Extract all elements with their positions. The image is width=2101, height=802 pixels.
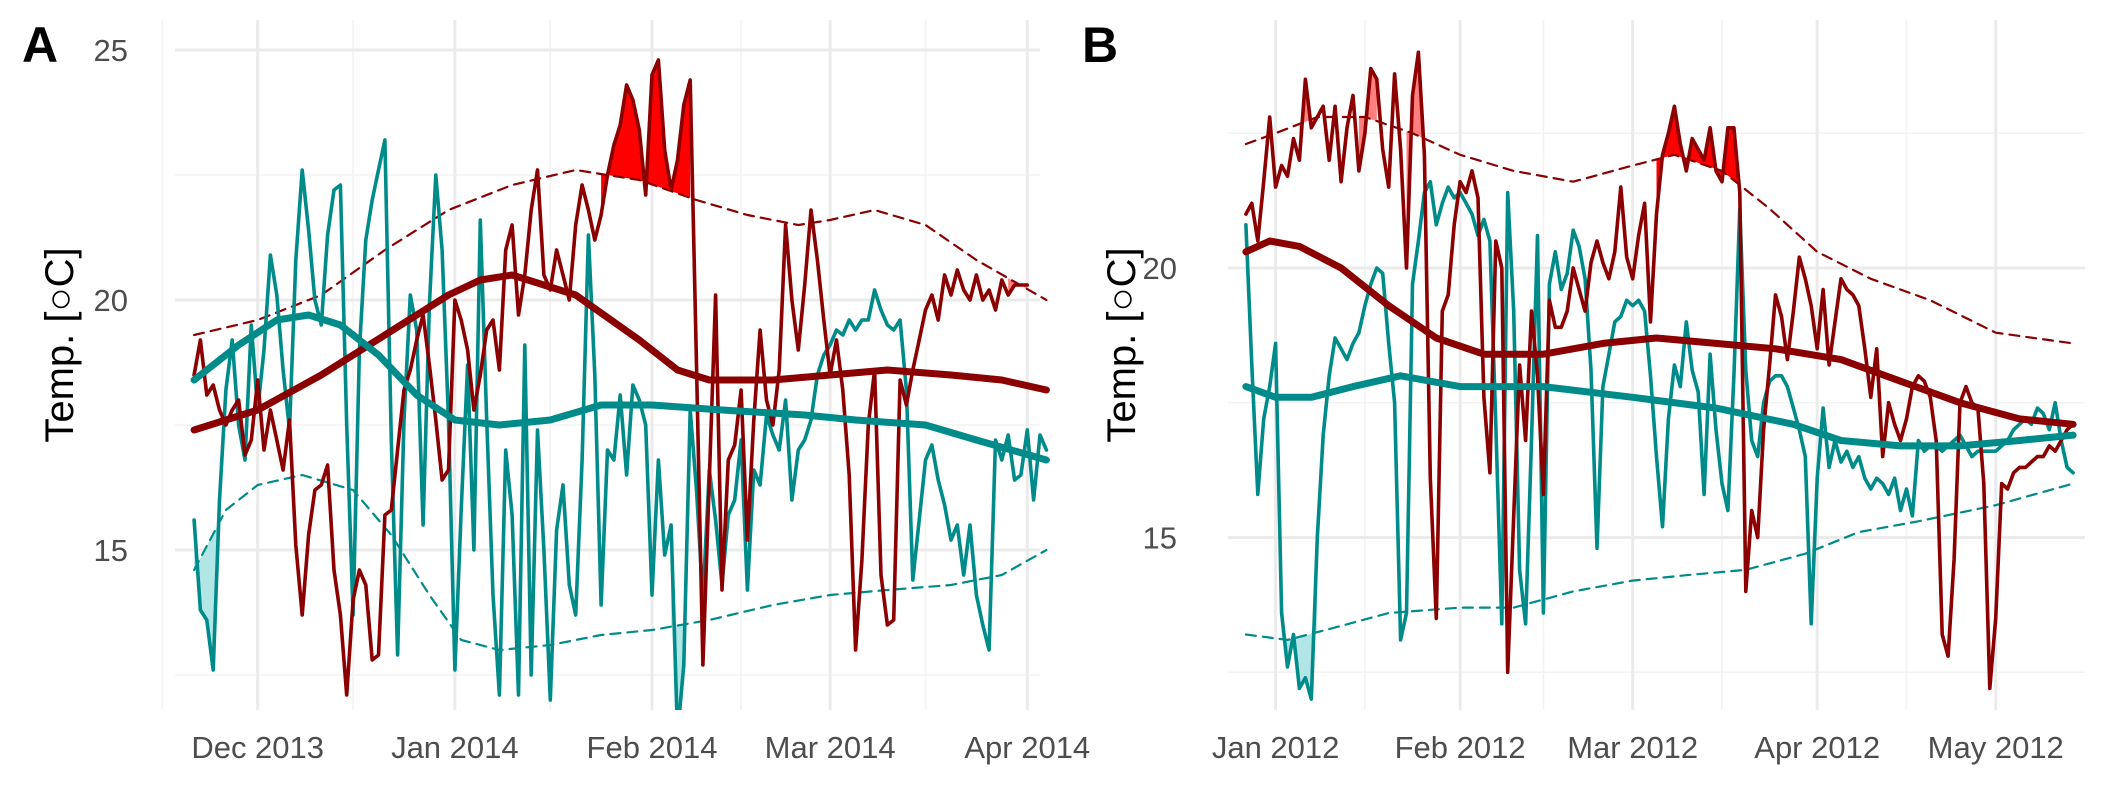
x-tick-label: May 2012 [1928, 730, 2064, 765]
y-tick-label: 20 [94, 283, 128, 318]
x-tick-label: Jan 2012 [1212, 730, 1340, 765]
daily-min-line [192, 138, 1049, 710]
y-tick-label: 15 [1143, 521, 1177, 556]
y-axis-label: Temp. [○C] [38, 247, 82, 442]
x-tick-label: Feb 2012 [1395, 730, 1526, 765]
lower-threshold-line [1244, 482, 2075, 641]
y-axis-label: Temp. [○C] [1100, 247, 1144, 442]
x-tick-label: Apr 2012 [1754, 730, 1880, 765]
x-tick-label: Feb 2014 [587, 730, 718, 765]
y-tick-label: 25 [94, 33, 128, 68]
x-tick-label: Mar 2012 [1567, 730, 1698, 765]
coldspell-fill [1281, 537, 1318, 700]
smoothed-max-line [190, 271, 1050, 434]
y-tick-label: 20 [1143, 251, 1177, 286]
coldspell-fill [671, 525, 684, 710]
heatwave-fill [1299, 79, 1318, 161]
daily-max-line [192, 58, 1030, 697]
x-tick-label: Jan 2014 [391, 730, 519, 765]
daily-max-line [1244, 50, 2075, 691]
x-tick-label: Apr 2014 [964, 730, 1090, 765]
smoothed-min-line [1242, 372, 2077, 450]
series-lines [190, 58, 1050, 710]
lower-threshold-line [193, 473, 1048, 652]
x-tick-label: Dec 2013 [191, 730, 324, 765]
panel-a: 15 20 25 Dec 2013 Jan 2014 Feb 2014 Mar 2014 Ap… [22, 17, 1090, 765]
heatwave-fill [1008, 278, 1028, 295]
heatwave-fill [1358, 68, 1377, 171]
upper-threshold-line [193, 168, 1048, 337]
smoothed-min-line [190, 311, 1050, 464]
panel-letter: B [1082, 17, 1118, 73]
panel-letter: A [22, 17, 58, 73]
series-lines [1242, 50, 2077, 701]
x-tick-label: Mar 2014 [765, 730, 896, 765]
smoothed-max-line [1242, 237, 2077, 428]
panel-b: 15 20 Jan 2012 Feb 2012 Mar 2012 Apr 2012 May … [1082, 17, 2085, 765]
y-tick-label: 15 [94, 533, 128, 568]
